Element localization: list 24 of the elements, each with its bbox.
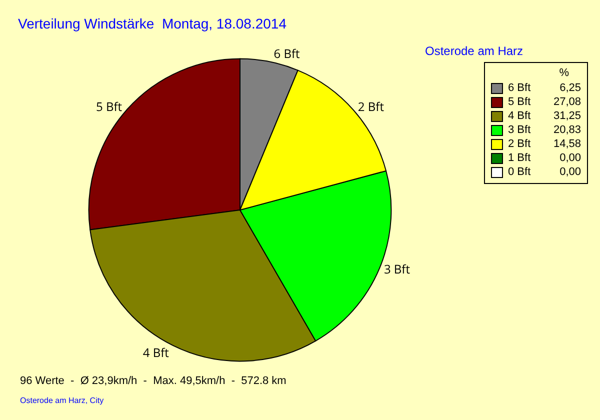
legend-label: 3 Bft [508, 124, 532, 136]
slice-label: 3 Bft [384, 260, 410, 278]
legend-label: 6 Bft [508, 82, 532, 94]
chart-subtitle: Osterode am Harz [425, 44, 524, 58]
legend-label: 4 Bft [508, 110, 532, 122]
legend-title: % [558, 67, 570, 81]
text: 0,00 [560, 152, 581, 164]
data-label: 27,08 [552, 96, 581, 108]
slice-label: 4 Bft [142, 344, 169, 361]
data-label: 14,58 [552, 138, 581, 150]
legend-label: 5 Bft [508, 96, 532, 108]
text: 96 Werte - Ø 23,9km/h - Max. 49,5km/h - 572.8 km [20, 375, 286, 387]
legend-label: 2 Bft [508, 138, 532, 150]
slice-label: 6 Bft [274, 45, 300, 62]
data-label: 20,83 [552, 124, 581, 136]
text: 0,00 [560, 166, 581, 178]
legend-label: 1 Bft [508, 152, 532, 164]
chart-title: Verteilung Windstärke Montag, 18.08.2014 [18, 16, 287, 32]
data-label: 6,25 [558, 82, 581, 94]
slice-label: 5 Bft [96, 98, 122, 116]
data-label: 31,25 [552, 110, 581, 122]
slice-label: 2 Bft [358, 98, 384, 116]
legend-label: 0 Bft [508, 166, 532, 178]
text: Osterode am Harz, City [20, 396, 104, 405]
